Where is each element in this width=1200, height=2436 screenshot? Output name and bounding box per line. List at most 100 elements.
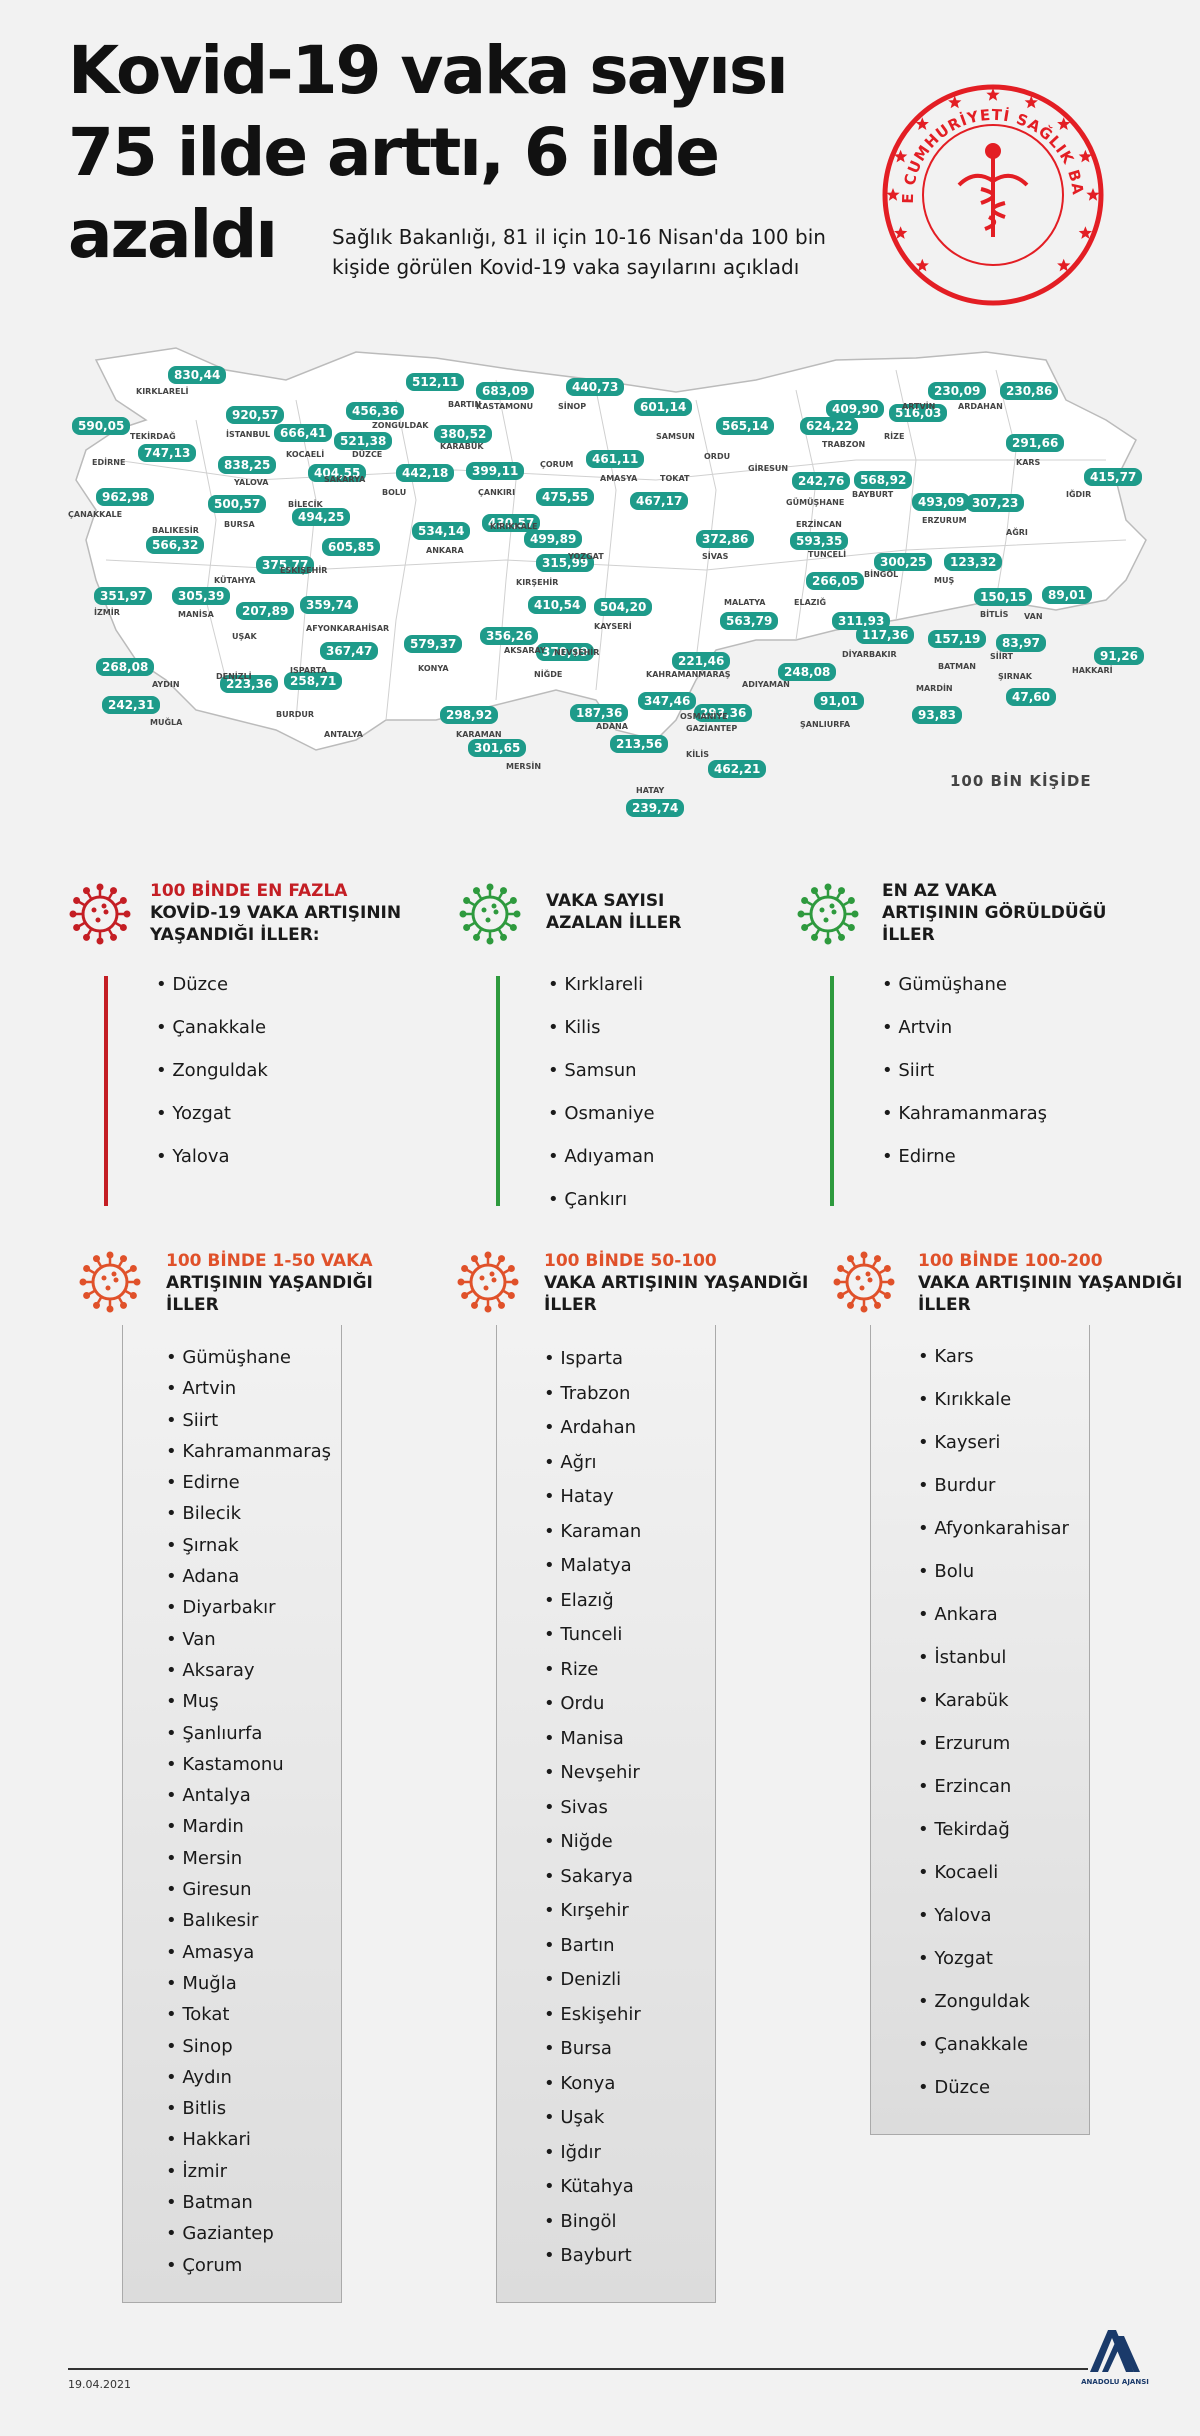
province-name-label: KARS — [1016, 458, 1041, 467]
province-list-item: Iğdır — [544, 2136, 641, 2171]
province-name-label: ERZURUM — [922, 516, 967, 525]
province-value-badge: 293,36 — [694, 704, 753, 722]
title-line-3: azaldı — [68, 196, 278, 273]
province-list-item: Siirt — [882, 1049, 1047, 1092]
province-list-item: Bingöl — [544, 2205, 641, 2240]
province-list-item: Kastamonu — [166, 1749, 331, 1780]
province-value-badge: 291,66 — [1006, 434, 1065, 452]
province-name-label: GİRESUN — [748, 464, 789, 473]
province-value-badge: 747,13 — [138, 444, 197, 462]
province-value-badge: 221,46 — [672, 652, 731, 670]
province-list-item: Ankara — [918, 1593, 1069, 1636]
province-list-item: Artvin — [882, 1006, 1047, 1049]
province-list-item: Aydın — [166, 2062, 331, 2093]
province-value-badge: 683,09 — [476, 382, 535, 400]
province-name-label: ADIYAMAN — [742, 680, 790, 689]
province-list-item: Karaman — [544, 1515, 641, 1550]
province-list-item: Edirne — [882, 1135, 1047, 1178]
province-value-badge: 830,44 — [168, 366, 227, 384]
province-value-badge: 461,11 — [586, 450, 645, 468]
province-list-item: Sakarya — [544, 1860, 641, 1895]
province-name-label: İZMİR — [94, 608, 120, 617]
province-name-label: BURDUR — [276, 710, 315, 719]
province-list-item: Siirt — [166, 1405, 331, 1436]
province-name-label: BARTIN — [448, 400, 482, 409]
province-value-badge: 213,56 — [610, 735, 669, 753]
province-name-label: SAMSUN — [656, 432, 695, 441]
province-name-label: ŞIRNAK — [998, 672, 1032, 681]
province-name-label: BALIKESİR — [152, 526, 199, 535]
province-list-item: Çanakkale — [918, 2023, 1069, 2066]
group-highest-list: DüzceÇanakkaleZonguldakYozgatYalova — [156, 963, 268, 1178]
province-name-label: MUŞ — [934, 576, 955, 585]
province-name-label: GAZİANTEP — [686, 724, 738, 733]
province-name-label: TOKAT — [660, 474, 690, 483]
province-list-item: Mersin — [166, 1843, 331, 1874]
province-value-badge: 475,55 — [536, 488, 595, 506]
province-name-label: MALATYA — [724, 598, 766, 607]
title-line-1: Kovid-19 vaka sayısı — [68, 32, 789, 109]
group-1-50-list: GümüşhaneArtvinSiirtKahramanmaraşEdirneB… — [166, 1342, 331, 2281]
group-highest-bar — [104, 976, 108, 1206]
province-value-badge: 307,23 — [966, 494, 1025, 512]
province-value-badge: 516,03 — [889, 404, 948, 422]
province-list-item: Tekirdağ — [918, 1808, 1069, 1851]
province-list-item: Yalova — [156, 1135, 268, 1178]
map-note: 100 BİN KİŞİDE — [950, 772, 1092, 790]
province-value-badge: 356,26 — [480, 627, 539, 645]
province-name-label: MANİSA — [178, 610, 214, 619]
title-line-2: 75 ilde arttı, 6 ilde — [68, 114, 720, 191]
province-list-item: Burdur — [918, 1464, 1069, 1507]
province-value-badge: 351,97 — [94, 587, 153, 605]
province-list-item: Kayseri — [918, 1421, 1069, 1464]
virus-icon-orange-2 — [457, 1251, 519, 1313]
province-list-item: Giresun — [166, 1874, 331, 1905]
province-value-badge: 499,89 — [524, 530, 583, 548]
province-list-item: Çorum — [166, 2250, 331, 2281]
province-value-badge: 380,52 — [434, 425, 493, 443]
group-decreased-list: KırklareliKilisSamsunOsmaniyeAdıyamanÇan… — [548, 963, 654, 1221]
province-name-label: BATMAN — [938, 662, 976, 671]
province-value-badge: 375,77 — [256, 556, 315, 574]
province-list-item: Eskişehir — [544, 1998, 641, 2033]
province-list-item: Kırıkkale — [918, 1378, 1069, 1421]
group-1-50-title: 100 BİNDE 1-50 VAKA ARTIŞININ YAŞANDIĞI … — [166, 1251, 373, 1315]
province-list-item: Aksaray — [166, 1655, 331, 1686]
province-list-item: Adana — [166, 1561, 331, 1592]
province-name-label: GÜMÜŞHANE — [786, 498, 845, 507]
province-list-item: Niğde — [544, 1825, 641, 1860]
province-value-badge: 500,57 — [208, 495, 267, 513]
province-list-item: Manisa — [544, 1722, 641, 1757]
province-value-badge: 301,65 — [468, 739, 527, 757]
province-value-badge: 230,86 — [1000, 382, 1059, 400]
province-list-item: Hakkari — [166, 2124, 331, 2155]
seal-star — [1057, 117, 1071, 130]
anadolu-agency-logo: ANADOLU AJANSI — [1081, 2330, 1149, 2386]
province-list-item: Bartın — [544, 1929, 641, 1964]
province-name-label: KONYA — [418, 664, 449, 673]
province-value-badge: 91,26 — [1094, 647, 1144, 665]
virus-icon-red — [69, 883, 131, 945]
province-name-label: DENİZLİ — [216, 672, 252, 681]
province-list-item: Muğla — [166, 1968, 331, 1999]
province-name-label: AKSARAY — [504, 646, 546, 655]
province-name-label: EDİRNE — [92, 458, 126, 467]
seal-star — [1024, 95, 1038, 109]
province-value-badge: 920,57 — [226, 406, 285, 424]
province-name-label: AĞRI — [1006, 528, 1028, 537]
province-name-label: HAKKARİ — [1072, 666, 1113, 675]
province-name-label: MARDİN — [916, 684, 953, 693]
province-list-item: Düzce — [918, 2066, 1069, 2109]
seal-star — [1086, 188, 1100, 201]
province-value-badge: 456,36 — [346, 402, 405, 420]
province-value-badge: 521,38 — [334, 432, 393, 450]
province-name-label: ANKARA — [426, 546, 464, 555]
province-name-label: ORDU — [704, 452, 731, 461]
province-list-item: Çanakkale — [156, 1006, 268, 1049]
province-list-item: Afyonkarahisar — [918, 1507, 1069, 1550]
province-value-badge: 566,32 — [146, 536, 205, 554]
seal-star — [1078, 226, 1092, 239]
province-list-item: Sinop — [166, 2031, 331, 2062]
province-value-badge: 157,19 — [928, 630, 987, 648]
province-list-item: Yalova — [918, 1894, 1069, 1937]
